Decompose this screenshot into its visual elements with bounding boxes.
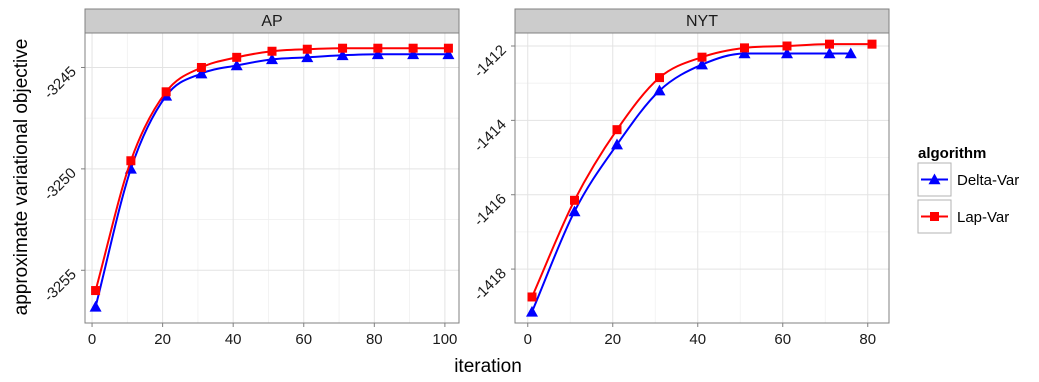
legend-key-marker — [930, 212, 939, 221]
data-point-delta-var — [266, 53, 278, 65]
y-tick-label: -1412 — [471, 42, 510, 81]
data-point-delta-var — [738, 47, 751, 59]
panel-strip — [84, 8, 460, 34]
data-point-delta-var — [371, 48, 384, 60]
data-point-delta-var — [844, 47, 857, 59]
y-tick-label: -3255 — [41, 266, 80, 305]
data-point-lap-var — [373, 43, 383, 53]
data-point-delta-var — [823, 47, 836, 59]
data-point-lap-var — [196, 62, 206, 72]
legend-label: Lap-Var — [957, 209, 1009, 226]
data-point-lap-var — [697, 52, 707, 62]
data-point-lap-var — [655, 73, 664, 83]
x-tick-label: 40 — [225, 331, 242, 348]
data-point-delta-var — [195, 67, 208, 79]
legend-item-delta-var: Delta-Var — [917, 162, 1019, 197]
legend-title: algorithm — [918, 145, 986, 162]
x-axis-title: iteration — [454, 356, 522, 377]
data-point-delta-var — [89, 300, 102, 312]
x-tick-label: 0 — [524, 331, 532, 348]
x-tick-label: 60 — [295, 331, 312, 348]
x-tick-label: 20 — [604, 331, 621, 348]
legend-key-marker — [928, 173, 941, 185]
data-point-delta-var — [442, 48, 455, 60]
series-line-lap-var — [94, 47, 449, 291]
legend-item-lap-var: Lap-Var — [917, 199, 1009, 234]
panel-background — [85, 33, 459, 323]
data-point-lap-var — [443, 43, 453, 53]
y-tick-label: -1418 — [471, 265, 510, 304]
data-point-lap-var — [126, 156, 136, 166]
data-point-delta-var — [568, 205, 581, 217]
x-tick-label: 60 — [774, 331, 791, 348]
panel-border — [514, 32, 890, 324]
x-tick-label: 0 — [88, 331, 96, 348]
panel-strip — [514, 8, 890, 34]
y-tick-label: -3250 — [41, 165, 80, 204]
data-point-delta-var — [301, 51, 314, 63]
data-point-delta-var — [230, 59, 243, 71]
panel-nyt: NYT 0 20 40 60 80 -1412 -1414 -1416 -1418 — [471, 8, 890, 348]
panel-title: NYT — [686, 13, 718, 30]
data-point-lap-var — [527, 292, 537, 302]
y-tick-label: -1414 — [471, 116, 510, 155]
data-point-delta-var — [336, 49, 349, 61]
x-tick-label: 40 — [689, 331, 706, 348]
data-point-lap-var — [338, 43, 348, 53]
x-tick-label: 100 — [432, 331, 457, 348]
data-point-lap-var — [867, 39, 877, 49]
data-point-delta-var — [781, 47, 793, 59]
data-point-lap-var — [825, 39, 834, 49]
data-point-delta-var — [407, 48, 420, 60]
x-tick-label: 20 — [154, 331, 171, 348]
y-tick-label: -1416 — [471, 191, 510, 230]
data-point-lap-var — [267, 46, 277, 56]
data-point-lap-var — [232, 52, 242, 62]
data-point-delta-var — [653, 84, 666, 96]
x-tick-label: 80 — [859, 331, 876, 348]
series-line-delta-var — [94, 53, 449, 308]
data-point-lap-var — [740, 43, 749, 53]
panel-background — [515, 33, 889, 323]
panel-ap: AP 0 20 40 60 80 100 -3245 -3250 -3255 — [41, 8, 460, 348]
panel-title: AP — [261, 13, 282, 30]
data-point-lap-var — [161, 87, 171, 97]
data-point-lap-var — [408, 43, 418, 53]
y-axis-title: approximate variational objective — [11, 39, 32, 316]
data-point-delta-var — [696, 58, 708, 70]
data-point-lap-var — [302, 44, 312, 54]
data-point-delta-var — [611, 138, 623, 150]
legend: algorithm Delta-Var Lap-Var — [917, 145, 1019, 234]
y-tick-label: -3245 — [41, 63, 80, 102]
data-point-delta-var — [526, 305, 538, 317]
data-point-lap-var — [91, 286, 101, 296]
data-point-lap-var — [570, 195, 579, 205]
data-point-lap-var — [782, 41, 792, 51]
legend-label: Delta-Var — [957, 172, 1019, 189]
x-tick-label: 80 — [366, 331, 383, 348]
data-point-lap-var — [612, 125, 622, 135]
panel-border — [84, 32, 460, 324]
